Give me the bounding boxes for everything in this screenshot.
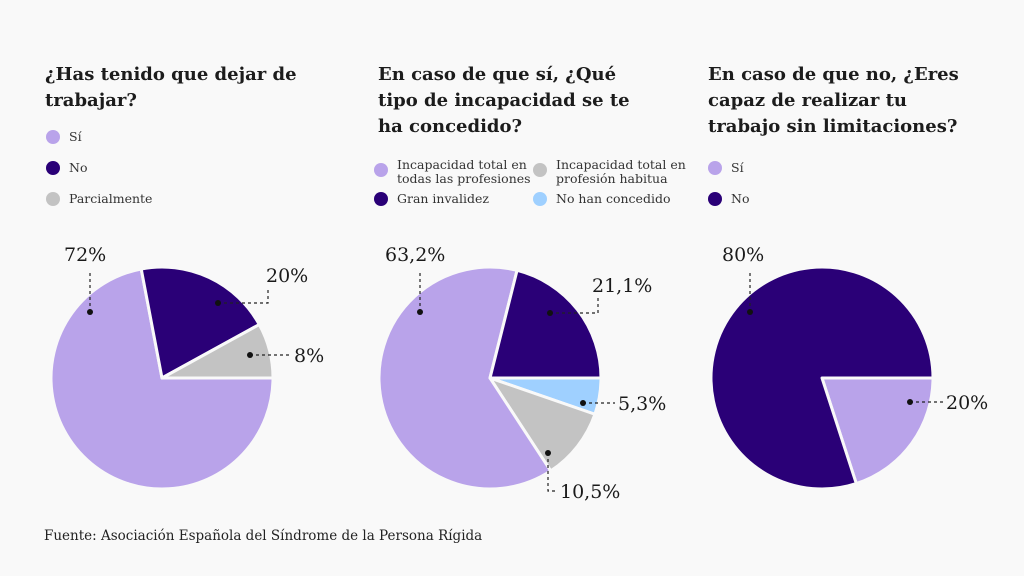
pie-slice [160,323,275,380]
legend-item: No [46,161,87,175]
legend-item: Sí [46,130,82,144]
leader-line [547,453,558,492]
legend-label: No [731,191,750,206]
legend-item: Sí [708,161,744,175]
leader-dot [547,310,553,316]
legend-label: profesión habitua [556,171,668,186]
leader-line [550,298,599,314]
data-label: 72% [64,244,106,266]
pie-slice [139,265,261,380]
data-label: 8% [294,345,324,367]
pie-slice [820,376,935,486]
legend-swatch [46,161,60,175]
legend-swatch [46,130,60,144]
leader-dot [747,309,753,315]
title-line: ha concedido? [378,116,523,137]
pie-2: 5,3% 10,5% 63,2% 21,1% [377,244,666,503]
data-label: 20% [266,265,308,287]
leader-dot [87,309,93,315]
legend-item: No [708,192,749,206]
leader-dot [907,399,913,405]
leader-dot [580,400,586,406]
legend-swatch [708,192,722,206]
title-line: En caso de que sí, ¿Qué [378,64,617,85]
source-note: Fuente: Asociación Española del Síndrome… [44,528,483,544]
chart-2-title: En caso de que sí, ¿Qué tipo de incapaci… [378,62,630,140]
legend-item: No han concedido [533,192,670,206]
title-line: tipo de incapacidad se te [378,90,630,111]
legend-item: Gran invalidez [374,192,489,206]
legend-item: Parcialmente [46,192,152,206]
leader-line [218,288,269,304]
data-label: 10,5% [560,481,620,503]
chart-1-title: ¿Has tenido que dejar de trabajar? [45,62,297,114]
legend-label: No [69,160,88,175]
legend-label: Incapacidad total en [556,157,686,172]
legend-item: Incapacidad total en todas las profesione… [374,158,531,186]
legend-label: Gran invalidez [397,191,489,206]
data-label: 21,1% [592,275,652,297]
legend-label: todas las profesiones [397,171,531,186]
legend-label: Sí [69,129,82,144]
leader-dot [417,309,423,315]
leader-dot [545,450,551,456]
title-line: capaz de realizar tu [708,90,907,111]
title-line: En caso de que no, ¿Eres [708,64,959,85]
legend-swatch [533,192,547,206]
leader-dot [247,352,253,358]
legend-swatch [533,163,547,177]
legend-label: Incapacidad total en [397,157,527,172]
title-line: trabajar? [45,90,137,111]
pie-1: 72% 20% 8% [49,244,324,491]
chart-3-title: En caso de que no, ¿Eres capaz de realiz… [708,62,959,140]
data-label: 5,3% [618,393,666,415]
pie-slice [709,265,935,491]
legend-swatch [46,192,60,206]
title-line: trabajo sin limitaciones? [708,116,958,137]
legend-item: Incapacidad total en profesión habitua [533,158,686,186]
title-line: ¿Has tenido que dejar de [45,64,297,85]
data-label: 20% [946,392,988,414]
legend-label: No han concedido [556,191,671,206]
legend-label: Parcialmente [69,191,153,206]
legend-swatch [708,161,722,175]
legend-swatch [374,192,388,206]
leader-dot [215,300,221,306]
legend-label: Sí [731,160,744,175]
data-label: 63,2% [385,244,445,266]
data-label: 80% [722,244,764,266]
pie-slice [488,268,603,380]
legend-swatch [374,163,388,177]
pie-3: 20% 80% [709,244,988,491]
pie-slice [377,265,553,491]
